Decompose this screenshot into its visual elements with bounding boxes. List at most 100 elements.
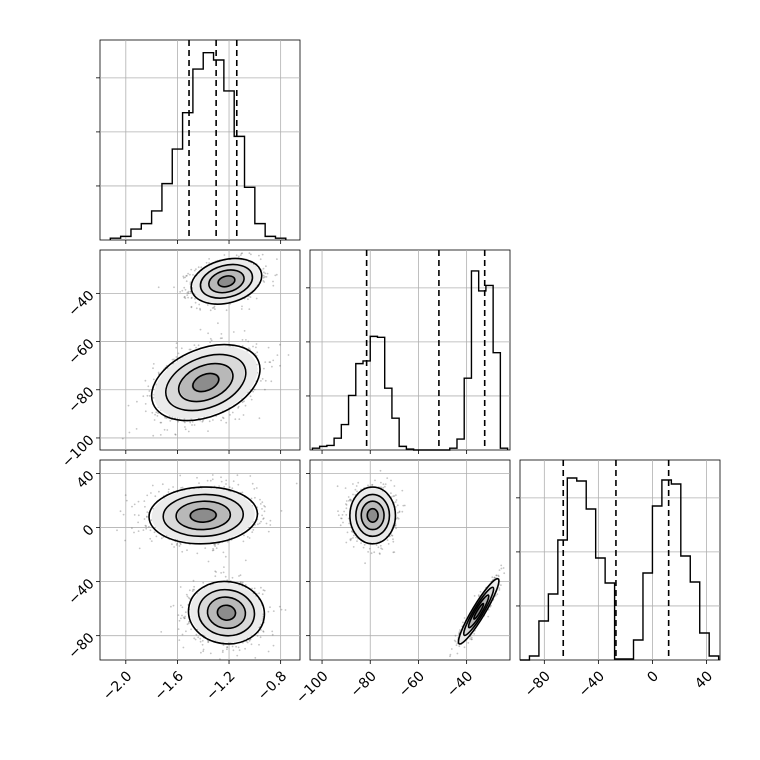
sample-point bbox=[156, 415, 159, 417]
sample-point bbox=[263, 271, 265, 274]
y-tick-label: −100 bbox=[59, 432, 98, 471]
sample-point bbox=[190, 268, 193, 271]
sample-point bbox=[175, 356, 178, 358]
sample-point bbox=[262, 517, 265, 520]
sample-point bbox=[193, 588, 196, 591]
sample-point bbox=[229, 414, 231, 416]
sample-point bbox=[254, 496, 256, 499]
sample-point bbox=[206, 304, 209, 306]
sample-point bbox=[184, 428, 187, 431]
sample-point bbox=[268, 361, 271, 363]
sample-point bbox=[177, 614, 180, 616]
sample-point bbox=[193, 585, 196, 588]
sample-point bbox=[256, 635, 259, 637]
sample-point bbox=[136, 400, 138, 403]
sample-point bbox=[241, 305, 243, 308]
sample-point bbox=[260, 380, 262, 382]
sample-point bbox=[152, 363, 155, 365]
sample-point bbox=[269, 524, 272, 526]
sample-point bbox=[259, 258, 262, 261]
contour-line bbox=[206, 596, 247, 630]
sample-point bbox=[146, 494, 149, 497]
sample-point bbox=[215, 571, 218, 573]
sample-point bbox=[189, 348, 192, 351]
sample-point bbox=[238, 255, 240, 258]
sample-point bbox=[258, 643, 260, 646]
sample-point bbox=[261, 501, 264, 504]
sample-point bbox=[192, 588, 195, 591]
sample-point bbox=[252, 390, 255, 393]
sample-point bbox=[238, 418, 241, 420]
sample-point bbox=[190, 628, 193, 631]
sample-point bbox=[190, 297, 193, 300]
sample-point bbox=[213, 305, 216, 308]
sample-point bbox=[220, 419, 223, 422]
sample-point bbox=[256, 351, 259, 354]
sample-point bbox=[163, 428, 166, 431]
sample-point bbox=[180, 604, 182, 607]
sample-point bbox=[142, 395, 145, 398]
sample-point bbox=[188, 620, 190, 623]
sample-point bbox=[349, 539, 352, 542]
sample-point bbox=[151, 484, 154, 487]
sample-point bbox=[184, 426, 186, 428]
sample-point bbox=[394, 501, 397, 503]
sample-point bbox=[250, 398, 253, 401]
sample-point bbox=[133, 514, 136, 516]
sample-point bbox=[264, 379, 267, 382]
sample-point bbox=[243, 400, 245, 403]
sample-point bbox=[182, 277, 185, 279]
sample-point bbox=[150, 540, 153, 542]
y-tick-label: −80 bbox=[65, 384, 97, 416]
sample-point bbox=[262, 631, 265, 633]
sample-point bbox=[345, 541, 348, 544]
sample-point bbox=[259, 503, 262, 505]
sample-point bbox=[226, 648, 228, 651]
sample-point bbox=[209, 341, 212, 344]
sample-point bbox=[199, 307, 201, 310]
sample-point bbox=[235, 645, 238, 648]
sample-point bbox=[222, 644, 225, 646]
sample-point bbox=[262, 274, 265, 277]
sample-point bbox=[241, 252, 244, 255]
sample-point bbox=[186, 549, 188, 552]
sample-point bbox=[242, 414, 245, 416]
density-fill bbox=[189, 507, 218, 523]
sample-point bbox=[263, 505, 265, 507]
sample-point bbox=[214, 545, 217, 547]
sample-point bbox=[193, 637, 196, 640]
sample-point bbox=[199, 640, 202, 643]
sample-point bbox=[239, 254, 242, 256]
sample-point bbox=[192, 579, 195, 582]
sample-point bbox=[184, 611, 187, 614]
sample-point bbox=[232, 331, 235, 333]
sample-point bbox=[145, 515, 148, 518]
sample-point bbox=[187, 290, 190, 293]
sample-point bbox=[379, 469, 382, 472]
sample-point bbox=[284, 609, 287, 611]
sample-point bbox=[146, 516, 148, 518]
sample-point bbox=[183, 617, 186, 620]
sample-point bbox=[246, 536, 249, 538]
sample-point bbox=[144, 524, 147, 527]
sample-point bbox=[248, 308, 251, 310]
sample-point bbox=[219, 337, 222, 340]
sample-point bbox=[396, 516, 399, 519]
sample-point bbox=[175, 346, 178, 349]
sample-point bbox=[124, 539, 126, 542]
sample-point bbox=[231, 645, 234, 648]
sample-point bbox=[224, 575, 227, 578]
sample-point bbox=[394, 524, 397, 527]
sample-point bbox=[127, 404, 130, 407]
sample-point bbox=[186, 595, 189, 598]
sample-point bbox=[276, 258, 278, 260]
sample-point bbox=[261, 253, 264, 256]
sample-point bbox=[202, 648, 205, 651]
sample-point bbox=[181, 614, 183, 617]
sample-point bbox=[204, 547, 207, 549]
sample-point bbox=[144, 403, 147, 405]
sample-point bbox=[231, 411, 234, 414]
sample-point bbox=[197, 636, 200, 639]
sample-point bbox=[199, 309, 202, 311]
